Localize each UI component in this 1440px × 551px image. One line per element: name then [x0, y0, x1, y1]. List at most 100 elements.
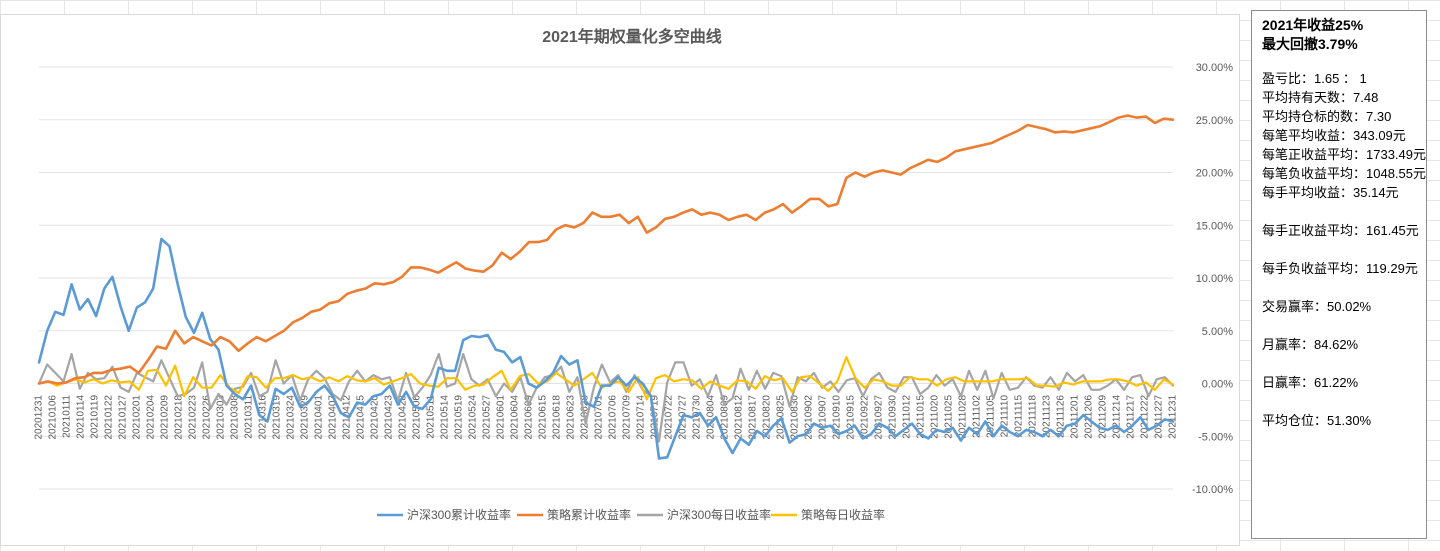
y-tick-label: 10.00%: [1196, 273, 1234, 285]
y-tick-label: -5.00%: [1198, 431, 1233, 443]
x-tick-label: 20211123: [1042, 395, 1053, 438]
y-tick-label: 25.00%: [1196, 115, 1234, 127]
annual-return-headline: 2021年收益25%: [1262, 17, 1364, 33]
x-tick-label: 20210122: [104, 395, 115, 440]
x-tick-label: 20211222: [1140, 395, 1151, 439]
x-tick-label: 20210930: [888, 395, 899, 440]
x-tick-label: 20210615: [538, 395, 549, 440]
y-tick-label: -10.00%: [1192, 484, 1233, 496]
x-tick-label: 20210902: [804, 395, 815, 440]
x-tick-label: 20210106: [48, 395, 59, 440]
y-tick-label: 20.00%: [1196, 168, 1234, 180]
x-tick-label: 20210407: [328, 395, 339, 440]
x-tick-label: 20210812: [734, 395, 745, 440]
x-tick-label: 20211028: [958, 395, 969, 439]
x-tick-label: 20210910: [832, 395, 843, 440]
x-tick-label: 20210415: [356, 395, 367, 440]
series-line-3: [37, 356, 1175, 401]
x-tick-label: 20211206: [1084, 395, 1095, 439]
series-line-1: [37, 114, 1175, 385]
x-tick-label: 20210618: [552, 395, 563, 440]
x-tick-label: 20211231: [1168, 395, 1179, 439]
legend-label: 策略累计收益率: [547, 507, 631, 522]
legend: 沪深300累计收益率 策略累计收益率 沪深300每日收益率 策略每日收益率: [377, 507, 885, 522]
x-tick-label: 20210730: [692, 395, 703, 440]
stats-panel: 2021年收益25% 最大回撤3.79% 盈亏比：1.65 ： 1 平均持有天数…: [1251, 10, 1427, 539]
x-tick-label: 20211209: [1098, 395, 1109, 439]
x-tick-label: 20210907: [818, 395, 829, 440]
x-tick-label: 20210119: [90, 395, 101, 439]
stat-avg-negative-lot: 每手负收益平均：119.29元: [1262, 261, 1418, 276]
line-chart: 2021年期权量化多空曲线 30.00% 25.00% 20.00% 15.00% 10…: [34, 27, 1234, 522]
x-tick-label: 20210514: [440, 395, 451, 440]
x-tick-label: 20210209: [160, 395, 171, 440]
x-tick-label: 20211126: [1056, 395, 1067, 438]
x-tick-label: 20210324: [286, 395, 297, 440]
y-tick-label: 30.00%: [1196, 62, 1234, 74]
stat-daily-win-rate: 日赢率：61.22%: [1262, 375, 1359, 390]
stat-avg-positive-trade: 每笔正收益平均：1733.49元: [1262, 147, 1427, 162]
stat-monthly-win-rate: 月赢率：84.62%: [1262, 337, 1359, 352]
x-tick-label: 20210226: [202, 395, 213, 440]
legend-label: 沪深300每日收益率: [667, 507, 771, 522]
x-tick-label: 20211102: [972, 395, 983, 438]
x-tick-label: 20210915: [846, 395, 857, 440]
x-tick-label: 20211217: [1126, 395, 1137, 439]
x-tick-label: 20210423: [384, 395, 395, 440]
x-tick-label: 20210817: [748, 395, 759, 440]
y-axis-ticks: 30.00% 25.00% 20.00% 15.00% 10.00% 5.00% 0.00%…: [1192, 62, 1233, 496]
x-tick-label: 20211110: [1000, 395, 1011, 438]
x-axis-ticks: 20201231 20210106 20210111 20210114 20210119…: [34, 395, 1179, 440]
series-line-0: [37, 237, 1175, 460]
x-tick-label: 20210308: [230, 395, 241, 440]
x-tick-label: 20210820: [762, 395, 773, 440]
x-tick-label: 20211020: [930, 395, 941, 439]
x-tick-label: 20210127: [118, 395, 129, 440]
stat-trade-win-rate: 交易赢率：50.02%: [1262, 299, 1372, 314]
stat-avg-holding-days: 平均持有天数：7.48: [1262, 90, 1379, 105]
x-tick-label: 20210623: [566, 395, 577, 440]
x-tick-label: 20210319: [272, 395, 283, 440]
legend-label: 沪深300累计收益率: [407, 507, 511, 522]
x-tick-label: 20210722: [664, 395, 675, 440]
x-tick-label: 20210420: [370, 395, 381, 440]
x-tick-label: 20210204: [146, 395, 157, 440]
stat-profit-loss-ratio: 盈亏比：1.65 ： 1: [1262, 71, 1367, 86]
stat-avg-negative-trade: 每笔负收益平均：1048.55元: [1262, 166, 1427, 181]
x-tick-label: 20210709: [622, 395, 633, 440]
x-tick-label: 20211115: [1014, 395, 1025, 438]
x-tick-label: 20210511: [426, 395, 437, 439]
series-lines: [37, 114, 1175, 460]
x-tick-label: 20210527: [482, 395, 493, 440]
x-tick-label: 20210524: [468, 395, 479, 440]
y-tick-label: 5.00%: [1202, 326, 1233, 338]
x-tick-label: 20211214: [1112, 395, 1123, 439]
max-drawdown-headline: 最大回撤3.79%: [1262, 36, 1358, 52]
x-tick-label: 20210809: [720, 395, 731, 440]
x-tick-label: 20210830: [790, 395, 801, 440]
y-tick-label: 15.00%: [1196, 220, 1234, 232]
legend-label: 策略每日收益率: [801, 507, 885, 522]
x-tick-label: 20210804: [706, 395, 717, 440]
x-tick-label: 20210311: [244, 395, 255, 439]
x-tick-label: 20210701: [594, 395, 605, 440]
series-line-2: [37, 352, 1175, 443]
x-tick-label: 20210218: [174, 395, 185, 440]
gridlines: [39, 66, 1173, 490]
x-tick-label: 20210201: [132, 395, 143, 440]
x-tick-label: 20210714: [636, 395, 647, 440]
x-tick-label: 20211105: [986, 395, 997, 438]
x-tick-label: 20210114: [76, 395, 87, 439]
stat-avg-positions: 平均持仓标的数：7.30: [1262, 109, 1392, 124]
x-tick-label: 20211012: [902, 395, 913, 439]
x-tick-label: 20210927: [874, 395, 885, 440]
chart-title: 2021年期权量化多空曲线: [542, 27, 722, 46]
x-tick-label: 20210609: [524, 395, 535, 440]
x-tick-label: 20211227: [1154, 395, 1165, 439]
x-tick-label: 20211015: [916, 395, 927, 439]
x-tick-label: 20210223: [188, 395, 199, 440]
x-tick-label: 20210428: [398, 395, 409, 440]
x-tick-label: 20210922: [860, 395, 871, 440]
stat-avg-positive-lot: 每手正收益平均：161.45元: [1262, 223, 1419, 238]
x-tick-label: 20201231: [34, 395, 45, 440]
